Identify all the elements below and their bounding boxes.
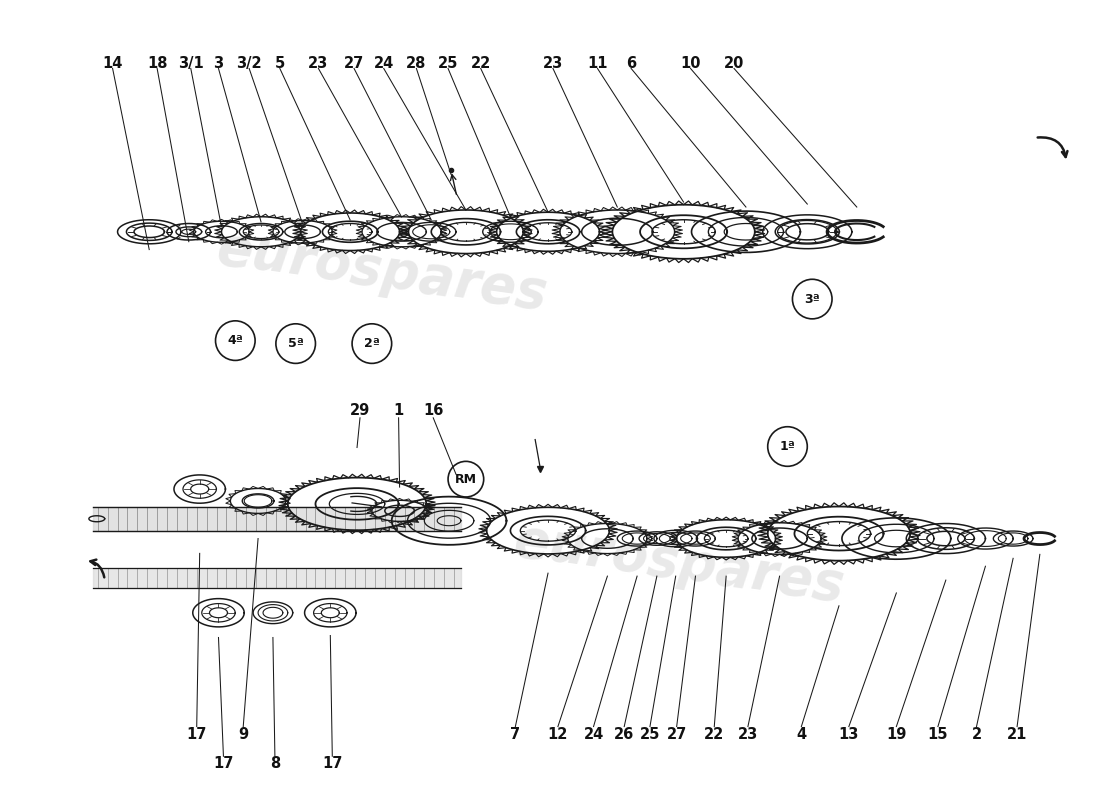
Text: 1ª: 1ª (780, 440, 795, 453)
Circle shape (352, 324, 392, 363)
Text: 13: 13 (838, 726, 859, 742)
Text: 22: 22 (471, 56, 491, 70)
Text: 7: 7 (510, 726, 520, 742)
Text: 21: 21 (1006, 726, 1027, 742)
Circle shape (216, 321, 255, 361)
Text: 2ª: 2ª (364, 337, 380, 350)
Text: 3ª: 3ª (804, 293, 821, 306)
Text: eurospares: eurospares (510, 514, 847, 612)
Text: 23: 23 (542, 56, 563, 70)
Text: 20: 20 (724, 56, 745, 70)
Text: 24: 24 (374, 56, 394, 70)
Text: 26: 26 (614, 726, 635, 742)
Text: 17: 17 (213, 756, 233, 771)
Text: 22: 22 (704, 726, 725, 742)
Text: 2: 2 (971, 726, 981, 742)
Text: 18: 18 (147, 56, 167, 70)
Text: 9: 9 (239, 726, 249, 742)
Text: 10: 10 (680, 56, 701, 70)
Text: 5: 5 (275, 56, 285, 70)
Circle shape (276, 324, 316, 363)
Text: 16: 16 (424, 403, 443, 418)
Text: 24: 24 (583, 726, 604, 742)
Text: 5ª: 5ª (288, 337, 304, 350)
Text: 27: 27 (344, 56, 364, 70)
Text: 27: 27 (667, 726, 686, 742)
Circle shape (792, 279, 832, 319)
Text: 28: 28 (406, 56, 427, 70)
Text: 4: 4 (796, 726, 806, 742)
Text: RM: RM (455, 473, 477, 486)
Text: 6: 6 (626, 56, 636, 70)
Text: 3: 3 (213, 56, 223, 70)
Text: 3/2: 3/2 (236, 56, 262, 70)
Text: 23: 23 (738, 726, 758, 742)
Text: 12: 12 (548, 726, 568, 742)
Text: 19: 19 (887, 726, 906, 742)
Text: 23: 23 (308, 56, 329, 70)
Text: 1: 1 (394, 403, 404, 418)
Text: 29: 29 (350, 403, 370, 418)
Text: 25: 25 (640, 726, 660, 742)
Text: 15: 15 (927, 726, 948, 742)
Text: 14: 14 (102, 56, 123, 70)
Text: 11: 11 (587, 56, 607, 70)
Text: eurospares: eurospares (213, 222, 550, 320)
Text: 25: 25 (438, 56, 459, 70)
Text: 17: 17 (322, 756, 342, 771)
Text: 8: 8 (270, 756, 280, 771)
Text: 4ª: 4ª (228, 334, 243, 347)
Circle shape (768, 426, 807, 466)
Text: 17: 17 (187, 726, 207, 742)
Text: 3/1: 3/1 (178, 56, 204, 70)
